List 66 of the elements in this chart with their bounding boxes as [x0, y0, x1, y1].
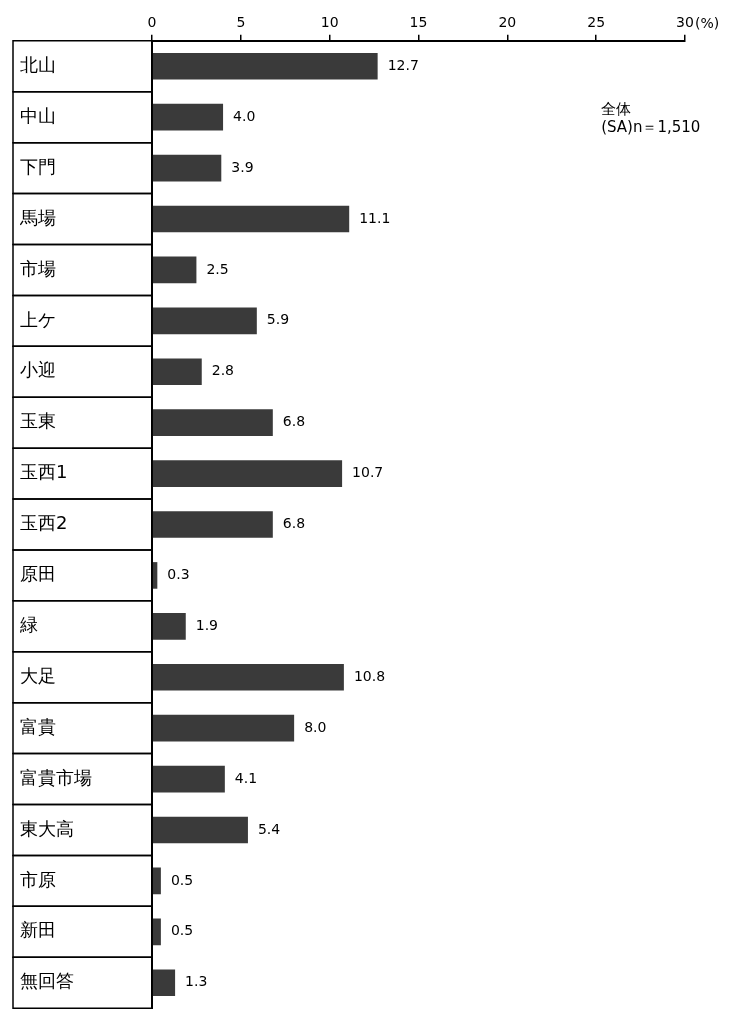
data-label: 2.8 [211, 362, 235, 379]
bar [152, 154, 222, 182]
x-tick-label: 30 [676, 14, 694, 31]
bar [152, 867, 161, 895]
data-label: 1.9 [195, 616, 219, 633]
bar [152, 205, 350, 233]
y-tick-label: 大足 [20, 664, 56, 686]
data-label: 10.7 [352, 464, 384, 481]
bar [152, 714, 295, 742]
x-tick-label: 5 [236, 14, 246, 31]
y-tick-label: 市場 [20, 257, 56, 279]
y-tick-label: 馬場 [19, 206, 56, 228]
data-label: 6.8 [282, 413, 306, 430]
data-label: 3.9 [231, 158, 254, 175]
y-tick-label: 富貴市場 [20, 766, 92, 788]
y-tick-label: 上ケ [20, 308, 56, 330]
annotation: 全体 [601, 100, 632, 119]
bar [152, 460, 343, 487]
data-label: 8.0 [304, 718, 327, 735]
data-label: 10.8 [353, 667, 386, 684]
x-tick-label: 20 [498, 14, 517, 31]
bar [152, 103, 224, 131]
x-tick-label: 15 [409, 14, 428, 31]
y-tick-label: 東大高 [20, 817, 74, 839]
y-tick-label: 玉西2 [20, 512, 68, 534]
bar [152, 765, 225, 793]
data-label: 5.4 [257, 820, 281, 837]
bar [152, 52, 378, 80]
data-label: 6.8 [282, 515, 306, 532]
bar [152, 358, 202, 386]
x-axis-title: (%) [695, 14, 720, 31]
data-label: 0.3 [167, 566, 190, 583]
y-tick-label: 中山 [20, 104, 56, 126]
y-tick-label: 富貴 [20, 715, 56, 737]
data-label: 4.1 [234, 769, 258, 786]
y-tick-label: 小迎 [20, 359, 56, 381]
data-label: 2.5 [206, 260, 229, 277]
x-tick-label: 25 [587, 14, 606, 31]
data-label: 0.5 [170, 871, 194, 888]
annotation: (SA)n＝1,510 [601, 118, 701, 137]
data-label: 11.1 [359, 209, 391, 226]
bar [152, 307, 257, 335]
y-tick-label: 下門 [20, 155, 56, 177]
data-label: 5.9 [266, 311, 290, 328]
y-tick-label: 原田 [20, 563, 56, 585]
bar [152, 816, 248, 844]
y-tick-label: 北山 [20, 53, 56, 75]
y-tick-label: 市原 [20, 868, 56, 890]
bar [152, 969, 176, 997]
bar [152, 256, 197, 284]
x-tick-label: 0 [147, 14, 157, 31]
bar [152, 918, 161, 946]
bar [152, 663, 344, 691]
x-tick-label: 10 [320, 14, 339, 31]
data-label: 12.7 [387, 56, 419, 73]
data-label: 0.5 [170, 922, 194, 939]
y-tick-label: 玉東 [20, 410, 56, 432]
y-tick-label: 緑 [19, 614, 38, 635]
data-label: 4.0 [233, 107, 256, 124]
bar [152, 511, 273, 538]
y-tick-label: 玉西1 [20, 461, 68, 483]
y-tick-label: 無回答 [20, 970, 74, 992]
y-tick-label: 新田 [20, 919, 56, 941]
bar [152, 613, 186, 640]
bar [152, 409, 273, 436]
data-label: 1.3 [185, 973, 208, 990]
